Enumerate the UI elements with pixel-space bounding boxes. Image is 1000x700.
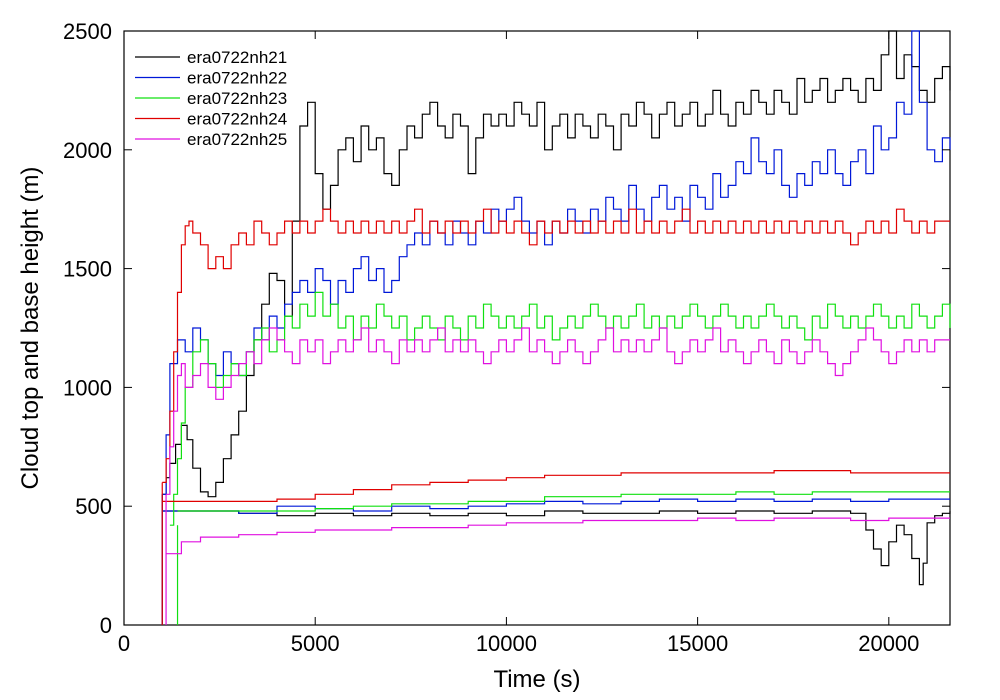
x-axis: 0 5000 10000 15000 20000 xyxy=(118,31,919,656)
y-tick-label: 500 xyxy=(75,494,112,519)
series-top-line xyxy=(169,291,951,526)
series-era0722nh23 xyxy=(169,291,951,625)
y-tick-label: 2000 xyxy=(63,138,112,163)
series-top-line xyxy=(166,327,950,495)
legend-label: era0722nh22 xyxy=(187,69,287,88)
series-base-line xyxy=(162,510,951,586)
series-base-line xyxy=(162,470,950,502)
x-tick-label: 0 xyxy=(118,631,130,656)
y-axis: 0 500 1000 1500 2000 2500 xyxy=(63,19,950,638)
legend-item: era0722nh24 xyxy=(135,110,287,129)
series-top-line xyxy=(162,208,950,483)
y-axis-title: Cloud top and base height (m) xyxy=(17,167,44,490)
series-layer xyxy=(161,30,951,625)
legend-item: era0722nh25 xyxy=(135,130,287,149)
legend-label: era0722nh25 xyxy=(187,130,287,149)
legend-label: era0722nh21 xyxy=(187,48,287,67)
series-base-line xyxy=(177,491,950,512)
legend-item: era0722nh23 xyxy=(135,89,287,108)
series-base-line xyxy=(166,517,950,555)
series-era0722nh25 xyxy=(165,327,950,625)
y-tick-label: 1500 xyxy=(63,257,112,282)
x-tick-label: 10000 xyxy=(476,631,537,656)
y-tick-label: 0 xyxy=(100,613,112,638)
series-top-line xyxy=(162,30,951,498)
x-axis-title: Time (s) xyxy=(493,666,580,693)
series-era0722nh24 xyxy=(161,208,950,625)
y-tick-label: 1000 xyxy=(63,375,112,400)
legend-item: era0722nh22 xyxy=(135,69,287,88)
legend-item: era0722nh21 xyxy=(135,48,287,67)
legend-label: era0722nh23 xyxy=(187,89,287,108)
x-tick-label: 5000 xyxy=(291,631,340,656)
y-tick-label: 2500 xyxy=(63,19,112,44)
series-base-line xyxy=(162,498,950,514)
x-tick-label: 20000 xyxy=(858,631,919,656)
legend-label: era0722nh24 xyxy=(187,110,287,129)
x-tick-label: 15000 xyxy=(667,631,728,656)
